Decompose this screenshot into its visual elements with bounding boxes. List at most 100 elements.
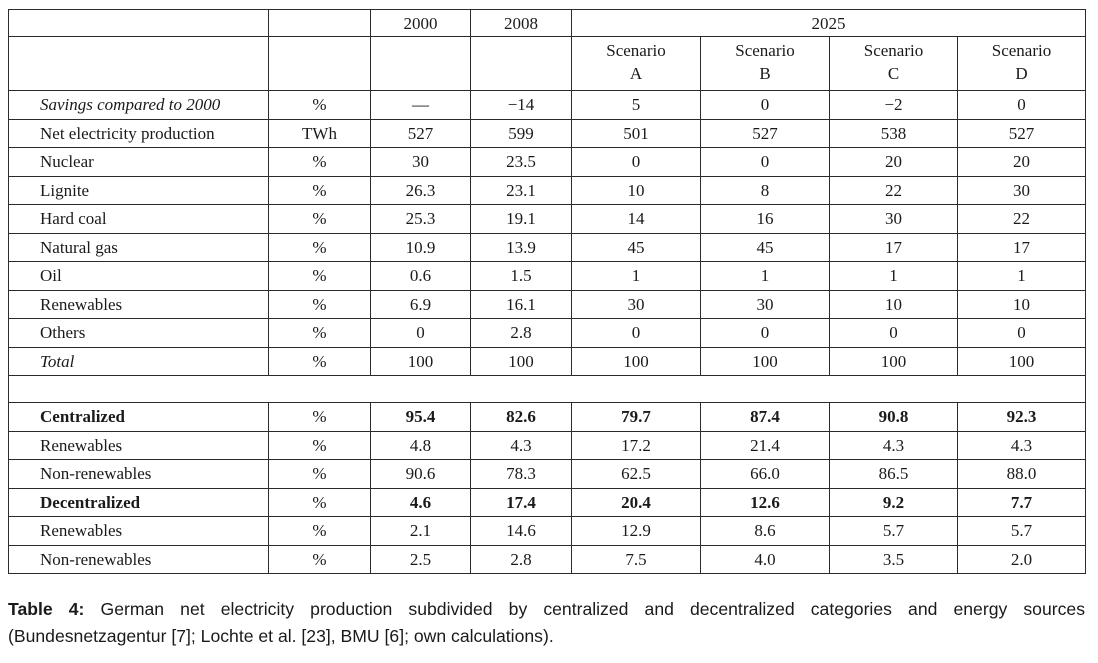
row-value: 17.2	[571, 430, 701, 460]
row-value: 7.5	[571, 544, 701, 574]
row-value: 22	[957, 204, 1086, 234]
header-empty-unit-2	[268, 36, 371, 91]
table-row: Renewables% 4.8 4.3 17.2 21.4 4.3 4.3	[8, 430, 1086, 460]
row-value: 5.7	[957, 516, 1086, 546]
header-scenario-a: Scenario A	[571, 36, 701, 91]
row-value: 12.6	[700, 487, 830, 517]
row-value: 0	[957, 90, 1086, 120]
row-value: 20.4	[571, 487, 701, 517]
row-value: 501	[571, 118, 701, 148]
row-value: 8	[700, 175, 830, 205]
row-value: 527	[957, 118, 1086, 148]
row-value: 0	[700, 90, 830, 120]
row-label: Oil	[8, 261, 269, 291]
row-value: 4.3	[957, 430, 1086, 460]
row-value: 5.7	[829, 516, 958, 546]
table-row: Renewables% 6.9 16.1 30 30 10 10	[8, 289, 1086, 319]
scenario-word: Scenario	[991, 41, 1052, 60]
row-value: 17	[829, 232, 958, 262]
row-value: 10.9	[370, 232, 471, 262]
row-unit: %	[268, 90, 371, 120]
table-row: Non-renewables% 2.5 2.8 7.5 4.0 3.5 2.0	[8, 544, 1086, 574]
scenario-letter: D	[1015, 64, 1028, 83]
row-value: 86.5	[829, 459, 958, 489]
row-value: 95.4	[370, 402, 471, 432]
row-value: 26.3	[370, 175, 471, 205]
row-value: 90.6	[370, 459, 471, 489]
row-label: Renewables	[8, 516, 269, 546]
row-label: Centralized	[8, 402, 269, 432]
row-value: 4.8	[370, 430, 471, 460]
scenario-word: Scenario	[606, 41, 666, 60]
row-unit: TWh	[268, 118, 371, 148]
row-unit: %	[268, 147, 371, 177]
row-value: 87.4	[700, 402, 830, 432]
row-label: Decentralized	[8, 487, 269, 517]
table-row: Hard coal% 25.3 19.1 14 16 30 22	[8, 204, 1086, 234]
row-value: 9.2	[829, 487, 958, 517]
row-value: 13.9	[470, 232, 572, 262]
row-value: 30	[370, 147, 471, 177]
header-scenario-d: Scenario D	[957, 36, 1086, 91]
row-value: 20	[957, 147, 1086, 177]
table-row: Total% 100 100 100 100 100 100	[8, 346, 1086, 376]
table-row: Lignite% 26.3 23.1 10 8 22 30	[8, 175, 1086, 205]
header-empty-2008	[470, 36, 572, 91]
row-value: 538	[829, 118, 958, 148]
row-value: 599	[470, 118, 572, 148]
header-empty-label	[8, 9, 269, 37]
row-unit: %	[268, 204, 371, 234]
row-unit: %	[268, 459, 371, 489]
row-value: 8.6	[700, 516, 830, 546]
row-value: 2.0	[957, 544, 1086, 574]
row-value: 6.9	[370, 289, 471, 319]
row-value: 1	[700, 261, 830, 291]
header-year-2008: 2008	[470, 9, 572, 37]
table-row: Centralized% 95.4 82.6 79.7 87.4 90.8 92.3	[8, 402, 1086, 432]
row-label: Others	[8, 318, 269, 348]
row-value: 25.3	[370, 204, 471, 234]
header-row-years: 2000 2008 2025	[8, 9, 1086, 37]
row-value: 4.3	[470, 430, 572, 460]
table-caption: Table 4: German net electricity producti…	[8, 596, 1085, 650]
table-row: Net electricity production TWh 527 599 501 52…	[8, 118, 1086, 148]
row-value: 527	[700, 118, 830, 148]
table-row: Nuclear% 30 23.5 0 0 20 20	[8, 147, 1086, 177]
row-value: 10	[829, 289, 958, 319]
row-value: 2.8	[470, 544, 572, 574]
spacer-row	[8, 375, 1086, 403]
row-value: 100	[370, 346, 471, 376]
row-value: 23.1	[470, 175, 572, 205]
row-value: 92.3	[957, 402, 1086, 432]
row-value: 21.4	[700, 430, 830, 460]
data-table-container: 2000 2008 2025 Scenario A Scenario B Scena…	[8, 9, 1086, 574]
row-value: 0	[957, 318, 1086, 348]
row-unit: %	[268, 346, 371, 376]
header-scenario-b: Scenario B	[700, 36, 830, 91]
row-value: 10	[957, 289, 1086, 319]
row-label: Renewables	[8, 430, 269, 460]
row-value: 0	[700, 318, 830, 348]
row-value: 0	[829, 318, 958, 348]
row-value: 4.6	[370, 487, 471, 517]
table-row: Renewables% 2.1 14.6 12.9 8.6 5.7 5.7	[8, 516, 1086, 546]
row-unit: %	[268, 175, 371, 205]
row-value: 100	[571, 346, 701, 376]
row-value: 22	[829, 175, 958, 205]
row-value: 527	[370, 118, 471, 148]
row-value: −2	[829, 90, 958, 120]
row-value: 30	[829, 204, 958, 234]
row-value: 23.5	[470, 147, 572, 177]
row-unit: %	[268, 318, 371, 348]
row-value: 4.0	[700, 544, 830, 574]
row-value: 30	[571, 289, 701, 319]
row-value: 0	[370, 318, 471, 348]
header-year-2025: 2025	[571, 9, 1086, 37]
row-label: Net electricity production	[8, 118, 269, 148]
row-value: 1.5	[470, 261, 572, 291]
caption-label: Table 4:	[8, 599, 85, 619]
row-label: Renewables	[8, 289, 269, 319]
row-unit: %	[268, 261, 371, 291]
row-label: Savings compared to 2000	[8, 90, 269, 120]
caption-text: German net electricity production subdiv…	[8, 599, 1085, 646]
